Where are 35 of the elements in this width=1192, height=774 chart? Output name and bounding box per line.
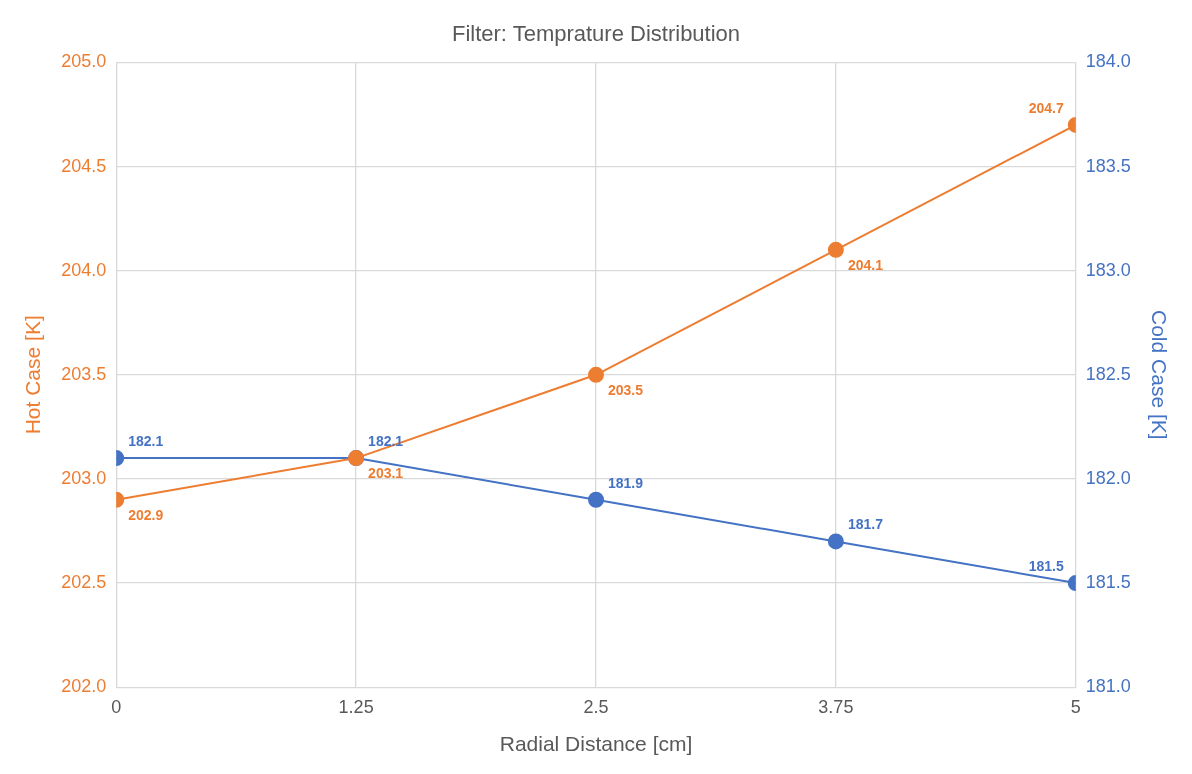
y-tick-label: 204.5 <box>61 155 107 176</box>
data-label: 181.9 <box>608 474 644 491</box>
y2-axis-title: Cold Case [K] <box>1147 310 1171 440</box>
x-tick-label: 2.5 <box>583 696 609 717</box>
x-tick-label: 5 <box>1070 696 1081 717</box>
y2-tick-label: 183.5 <box>1085 155 1131 176</box>
y-tick-label: 204.0 <box>61 259 107 280</box>
data-label: 182.1 <box>128 432 164 449</box>
data-label: 181.7 <box>847 516 884 533</box>
point <box>827 241 844 258</box>
y2-tick-label: 183.0 <box>1085 259 1131 280</box>
y-tick-label: 205.0 <box>61 51 107 72</box>
data-label: 203.1 <box>368 464 404 481</box>
y2-tick-label: 184.0 <box>1085 51 1131 72</box>
x-tick-label: 0 <box>111 696 122 717</box>
point <box>588 366 604 383</box>
y2-tick-label: 182.0 <box>1085 467 1131 488</box>
y-tick-label: 202.0 <box>61 676 107 697</box>
y2-tick-label: 182.5 <box>1085 363 1131 384</box>
chart-title: Filter: Temprature Distribution <box>451 21 741 47</box>
data-label: 181.5 <box>1028 557 1064 574</box>
y-tick-label: 202.5 <box>61 572 107 593</box>
data-label: 182.1 <box>368 432 404 449</box>
y2-tick-label: 181.5 <box>1085 572 1131 593</box>
y-tick-label: 203.0 <box>61 467 107 488</box>
data-label: 204.1 <box>847 256 884 273</box>
x-tick-label: 3.75 <box>818 696 854 717</box>
data-label: 203.5 <box>608 381 644 398</box>
x-axis-title: Radial Distance [cm] <box>499 732 693 756</box>
data-label: 202.9 <box>128 506 164 523</box>
y-tick-label: 203.5 <box>61 363 107 384</box>
y-axis-title: Hot Case [K] <box>21 315 45 435</box>
data-label: 204.7 <box>1028 99 1064 116</box>
y2-tick-label: 181.0 <box>1085 676 1131 697</box>
x-tick-label: 1.25 <box>338 696 374 717</box>
